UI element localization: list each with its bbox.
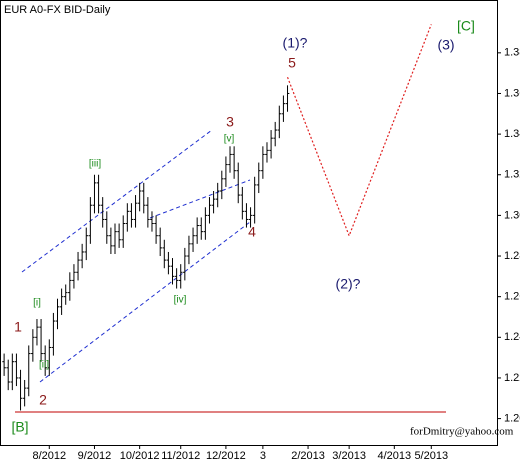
wave-label: [iii] xyxy=(89,159,101,170)
wave-label: 5 xyxy=(288,55,296,71)
wave-label: [ii] xyxy=(39,360,49,371)
x-tick-label: 12/2012 xyxy=(206,450,246,462)
y-tick-label: 1.22 xyxy=(504,372,520,384)
x-tick-label: 4/2013 xyxy=(377,450,411,462)
x-tick-label: 2/2013 xyxy=(291,450,325,462)
wave-label: (3) xyxy=(437,37,454,53)
chart-title: EUR A0-FX BID-Daily xyxy=(4,4,111,16)
wave-label: (1)? xyxy=(283,35,308,51)
y-tick-label: 1.32 xyxy=(504,169,520,181)
x-tick-label: 9/2012 xyxy=(78,450,112,462)
y-tick-label: 1.24 xyxy=(504,331,520,343)
channel-middle xyxy=(149,179,251,219)
y-tick-label: 1.38 xyxy=(504,47,520,59)
projection-line xyxy=(286,24,432,238)
channel-upper xyxy=(21,129,213,273)
wave-label: [i] xyxy=(33,298,41,309)
y-tick-label: 1.28 xyxy=(504,250,520,262)
wave-label: 4 xyxy=(248,224,256,240)
x-tick-label: 8/2012 xyxy=(32,450,66,462)
wave-label: [B] xyxy=(11,419,28,435)
x-tick-label: 11/2012 xyxy=(161,450,200,462)
wave-label: 3 xyxy=(226,114,234,130)
wave-label: (2)? xyxy=(336,276,361,292)
wave-label: [C] xyxy=(457,18,475,34)
wave-label: 2 xyxy=(39,392,47,408)
x-tick-label: 5/2013 xyxy=(414,450,448,462)
x-tick-label: 3/2013 xyxy=(332,450,366,462)
wave-label: [v] xyxy=(224,134,235,145)
y-tick-label: 1.34 xyxy=(504,128,520,140)
wave-label: 1 xyxy=(14,319,22,335)
channel xyxy=(21,129,251,383)
channel-lower xyxy=(39,221,251,383)
x-tick-label: 3 xyxy=(260,450,266,462)
wave-label: [iv] xyxy=(174,295,187,306)
y-tick-label: 1.36 xyxy=(504,87,520,99)
y-tick-label: 1.20 xyxy=(504,412,520,424)
footer: forDmitry@yahoo.com xyxy=(410,426,514,438)
y-tick-label: 1.30 xyxy=(504,209,520,221)
x-tick-label: 10/2012 xyxy=(120,450,160,462)
y-tick-label: 1.26 xyxy=(504,291,520,303)
